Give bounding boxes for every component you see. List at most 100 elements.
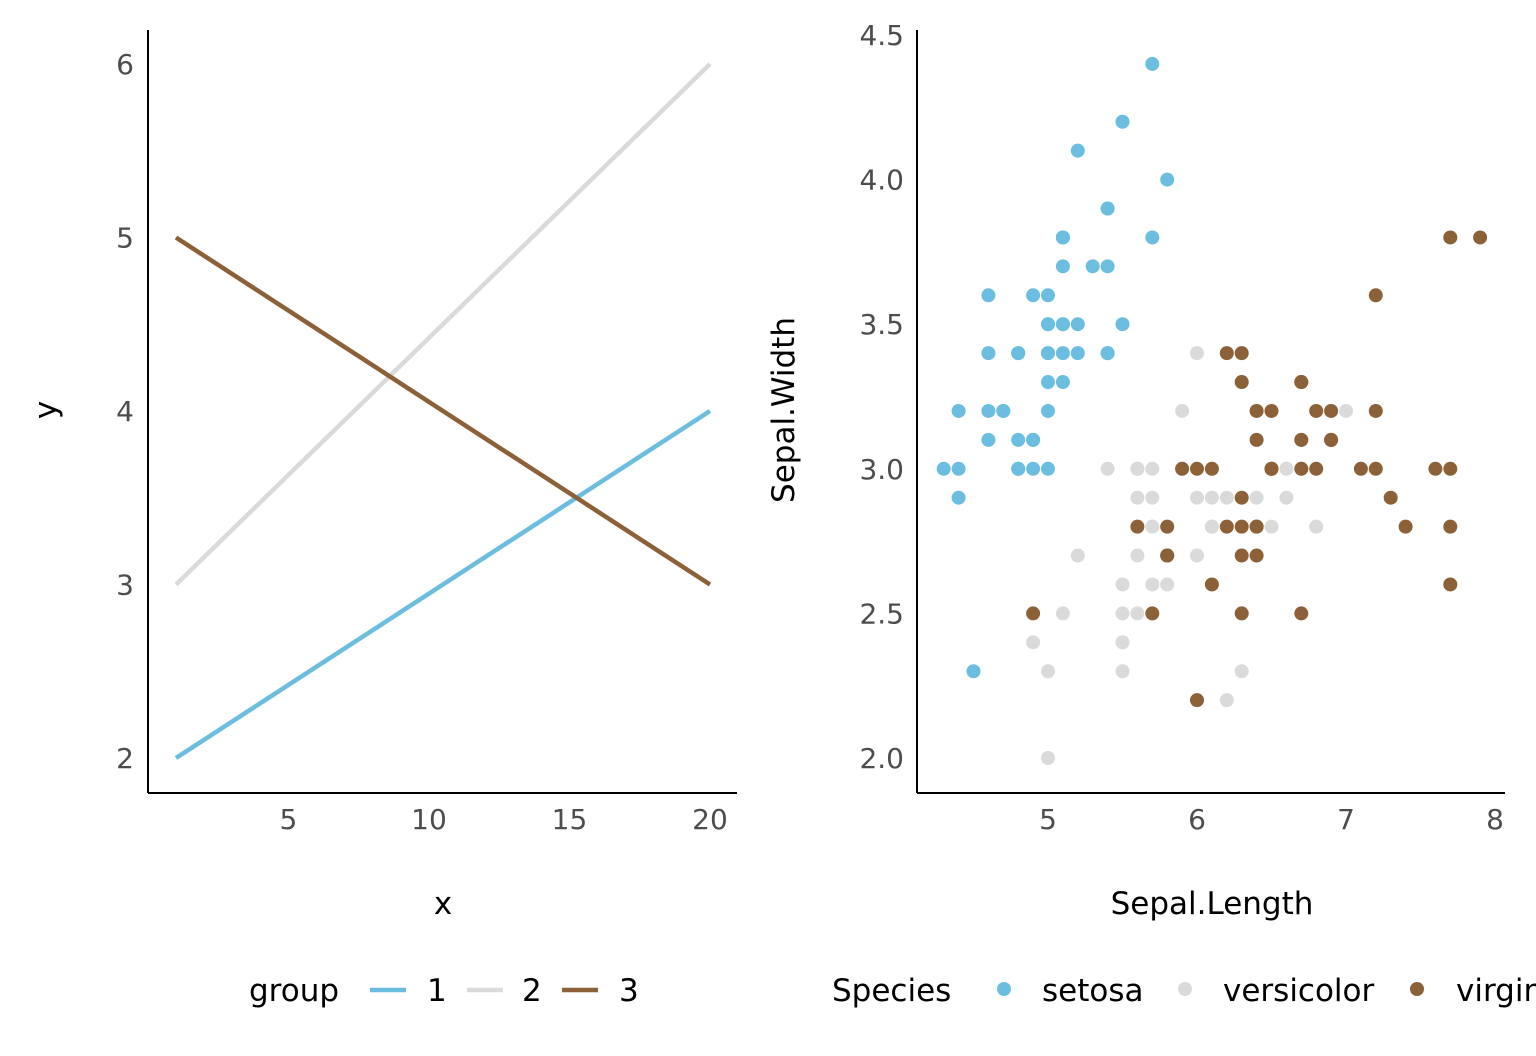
point-virginica bbox=[1190, 693, 1204, 708]
legend-label: 1 bbox=[427, 973, 447, 1009]
point-setosa bbox=[1026, 461, 1041, 476]
point-versicolor bbox=[1055, 606, 1070, 621]
point-versicolor bbox=[1279, 461, 1294, 476]
y-tick-label: 2.0 bbox=[859, 742, 904, 775]
point-versicolor bbox=[1219, 490, 1234, 505]
point-virginica bbox=[1264, 403, 1279, 418]
point-setosa bbox=[996, 403, 1011, 418]
point-virginica bbox=[1234, 548, 1249, 563]
point-versicolor bbox=[1190, 346, 1204, 361]
point-versicolor bbox=[1339, 403, 1353, 418]
point-virginica bbox=[1249, 432, 1264, 447]
point-setosa bbox=[981, 432, 996, 447]
point-versicolor bbox=[1190, 490, 1204, 505]
point-versicolor bbox=[1145, 461, 1160, 476]
y-tick-label: 3 bbox=[116, 569, 134, 602]
point-virginica bbox=[1145, 606, 1160, 621]
point-versicolor bbox=[1190, 548, 1204, 563]
legend-key-setosa bbox=[997, 982, 1011, 996]
legend-label: 3 bbox=[619, 973, 639, 1009]
point-setosa bbox=[1085, 259, 1100, 274]
point-setosa bbox=[1100, 259, 1115, 274]
point-versicolor bbox=[1145, 519, 1160, 534]
point-setosa bbox=[951, 461, 966, 476]
y-axis-label: y bbox=[28, 401, 64, 419]
point-virginica bbox=[1368, 403, 1383, 418]
point-virginica bbox=[1383, 490, 1398, 505]
legend-label: setosa bbox=[1042, 973, 1144, 1009]
series-line-3 bbox=[174, 235, 712, 587]
point-versicolor bbox=[1115, 664, 1130, 679]
point-versicolor bbox=[1026, 635, 1041, 650]
point-setosa bbox=[1041, 375, 1055, 390]
legend-title: Species bbox=[832, 973, 951, 1009]
point-setosa bbox=[1115, 114, 1130, 129]
point-setosa bbox=[1145, 56, 1160, 71]
y-tick-label: 4.0 bbox=[859, 164, 904, 197]
point-versicolor bbox=[1204, 490, 1219, 505]
point-versicolor bbox=[1115, 635, 1130, 650]
legend: group 1 2 3 bbox=[249, 973, 639, 1009]
point-setosa bbox=[1100, 346, 1115, 361]
point-virginica bbox=[1398, 519, 1413, 534]
point-virginica bbox=[1443, 230, 1458, 245]
point-setosa bbox=[1055, 346, 1070, 361]
legend-key-virginica bbox=[1410, 982, 1424, 996]
point-virginica bbox=[1353, 461, 1368, 476]
point-setosa bbox=[1160, 172, 1175, 187]
point-versicolor bbox=[1130, 548, 1145, 563]
series-line-2 bbox=[174, 62, 712, 587]
point-versicolor bbox=[1130, 606, 1145, 621]
point-virginica bbox=[1160, 519, 1175, 534]
point-setosa bbox=[1041, 403, 1055, 418]
point-setosa bbox=[1100, 201, 1115, 216]
point-setosa bbox=[1041, 288, 1055, 303]
y-tick-label: 5 bbox=[116, 222, 134, 255]
point-setosa bbox=[1011, 346, 1026, 361]
point-virginica bbox=[1175, 461, 1190, 476]
point-virginica bbox=[1160, 548, 1175, 563]
y-tick-label: 4.5 bbox=[859, 19, 904, 52]
x-axis-label: Sepal.Length bbox=[1111, 886, 1314, 922]
y-tick-label: 6 bbox=[116, 48, 134, 81]
point-virginica bbox=[1309, 461, 1324, 476]
point-versicolor bbox=[1100, 461, 1115, 476]
point-setosa bbox=[966, 664, 981, 679]
point-virginica bbox=[1368, 288, 1383, 303]
point-setosa bbox=[1041, 461, 1055, 476]
point-virginica bbox=[1294, 606, 1309, 621]
point-setosa bbox=[1070, 317, 1085, 332]
point-virginica bbox=[1249, 403, 1264, 418]
point-setosa bbox=[1055, 317, 1070, 332]
point-versicolor bbox=[1160, 577, 1175, 592]
point-virginica bbox=[1428, 461, 1443, 476]
point-versicolor bbox=[1249, 490, 1264, 505]
point-setosa bbox=[981, 403, 996, 418]
point-virginica bbox=[1249, 548, 1264, 563]
point-virginica bbox=[1219, 519, 1234, 534]
point-virginica bbox=[1294, 375, 1309, 390]
point-virginica bbox=[1443, 519, 1458, 534]
x-tick-label: 20 bbox=[692, 803, 728, 836]
x-tick-label: 15 bbox=[552, 803, 588, 836]
point-setosa bbox=[1145, 230, 1160, 245]
point-virginica bbox=[1249, 519, 1264, 534]
point-virginica bbox=[1309, 403, 1324, 418]
legend-label: 2 bbox=[522, 973, 542, 1009]
point-virginica bbox=[1324, 403, 1339, 418]
y-tick-label: 3.5 bbox=[859, 308, 904, 341]
point-setosa bbox=[936, 461, 951, 476]
point-virginica bbox=[1294, 461, 1309, 476]
point-versicolor bbox=[1234, 664, 1249, 679]
point-versicolor bbox=[1145, 490, 1160, 505]
legend-key-versicolor bbox=[1178, 982, 1192, 996]
point-virginica bbox=[1219, 346, 1234, 361]
point-virginica bbox=[1130, 519, 1145, 534]
point-setosa bbox=[1041, 346, 1055, 361]
x-tick-label: 5 bbox=[280, 803, 298, 836]
legend-label: versicolor bbox=[1223, 973, 1375, 1009]
y-tick-label: 2 bbox=[116, 742, 134, 775]
point-versicolor bbox=[1041, 664, 1055, 679]
y-axis-label: Sepal.Width bbox=[766, 317, 802, 503]
